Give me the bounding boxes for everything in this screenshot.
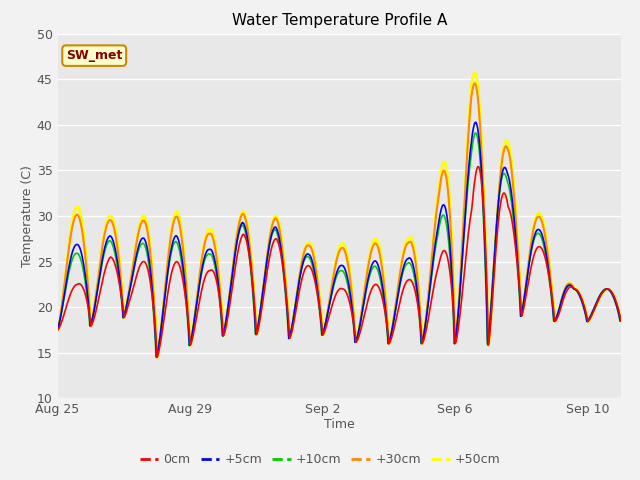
+30cm [153, 354, 161, 360]
+5cm [601, 287, 609, 292]
Line: +5cm: +5cm [58, 122, 621, 357]
+30cm [471, 81, 479, 86]
Line: +10cm: +10cm [58, 133, 621, 357]
+5cm [153, 354, 161, 360]
+50cm [471, 70, 479, 75]
+50cm [601, 287, 609, 293]
Y-axis label: Temperature (C): Temperature (C) [21, 165, 34, 267]
+30cm [601, 287, 609, 293]
Line: +50cm: +50cm [58, 72, 621, 357]
+5cm [328, 290, 335, 296]
0cm [617, 318, 625, 324]
+10cm [601, 287, 609, 292]
0cm [153, 354, 161, 360]
+5cm [313, 282, 321, 288]
+30cm [617, 318, 625, 324]
+30cm [54, 326, 61, 332]
+5cm [472, 120, 479, 125]
Line: +30cm: +30cm [58, 84, 621, 357]
+10cm [472, 130, 479, 136]
+10cm [83, 288, 90, 293]
0cm [498, 195, 506, 201]
+50cm [83, 257, 90, 263]
+5cm [54, 326, 61, 332]
+50cm [54, 327, 61, 333]
0cm [601, 287, 609, 293]
+10cm [617, 318, 625, 324]
Line: 0cm: 0cm [58, 167, 621, 357]
+50cm [601, 287, 609, 293]
0cm [54, 327, 61, 333]
0cm [601, 287, 609, 293]
+10cm [498, 176, 506, 182]
0cm [83, 296, 90, 301]
0cm [474, 164, 482, 169]
+50cm [313, 268, 321, 274]
+50cm [498, 160, 506, 166]
+30cm [328, 284, 335, 289]
Legend: 0cm, +5cm, +10cm, +30cm, +50cm: 0cm, +5cm, +10cm, +30cm, +50cm [134, 448, 506, 471]
+10cm [152, 354, 160, 360]
0cm [328, 304, 335, 310]
+50cm [153, 354, 161, 360]
+5cm [498, 173, 506, 179]
+10cm [601, 287, 609, 292]
Text: SW_met: SW_met [66, 49, 122, 62]
+30cm [601, 287, 609, 292]
+5cm [617, 318, 625, 324]
+30cm [83, 264, 90, 270]
+10cm [54, 325, 61, 331]
0cm [313, 288, 321, 294]
X-axis label: Time: Time [324, 418, 355, 431]
+10cm [328, 291, 335, 297]
+10cm [313, 287, 321, 292]
+30cm [313, 273, 321, 278]
+5cm [601, 287, 609, 292]
+50cm [328, 284, 335, 289]
Title: Water Temperature Profile A: Water Temperature Profile A [232, 13, 447, 28]
+50cm [617, 318, 625, 324]
+30cm [498, 161, 506, 167]
+5cm [83, 281, 90, 287]
